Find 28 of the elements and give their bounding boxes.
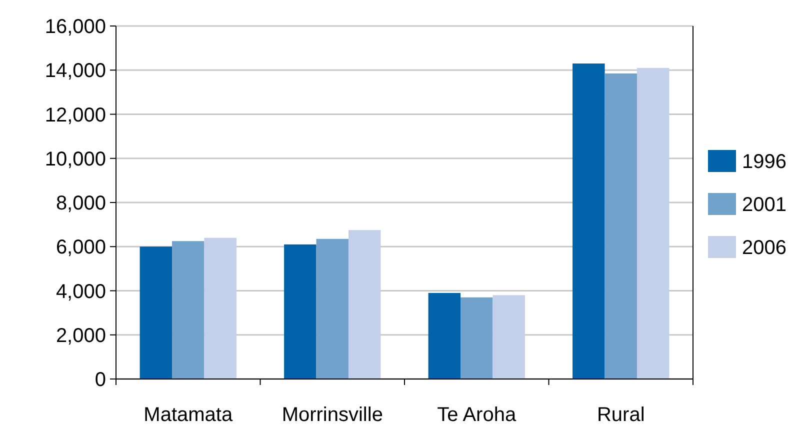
bar [172,241,204,379]
y-tick-label: 14,000 [44,60,106,82]
bar [284,244,316,379]
x-tick-label: Matamata [144,404,234,426]
bar [572,64,605,379]
y-tick-label: 0 [94,369,106,391]
bar [140,246,172,379]
y-tick-label: 16,000 [44,16,106,38]
y-tick-label: 2,000 [56,324,106,347]
bar [316,238,348,379]
bar [428,292,461,379]
bar [604,73,637,379]
legend-label: 2001 [742,194,786,216]
x-tick-label: Morrinsville [282,404,383,426]
bar [348,230,381,379]
legend-label: 1996 [742,151,786,173]
bar [492,295,525,379]
bar [636,68,670,379]
bar [204,238,236,379]
x-tick-label: Te Aroha [437,404,517,426]
y-tick-label: 10,000 [44,148,106,170]
y-tick-label: 12,000 [44,104,106,126]
bar [460,297,493,379]
legend-label: 2006 [742,237,786,259]
y-tick-label: 8,000 [56,192,106,214]
x-tick-label: Rural [596,404,645,426]
y-tick-label: 4,000 [56,280,106,303]
y-tick-label: 6,000 [56,236,106,259]
